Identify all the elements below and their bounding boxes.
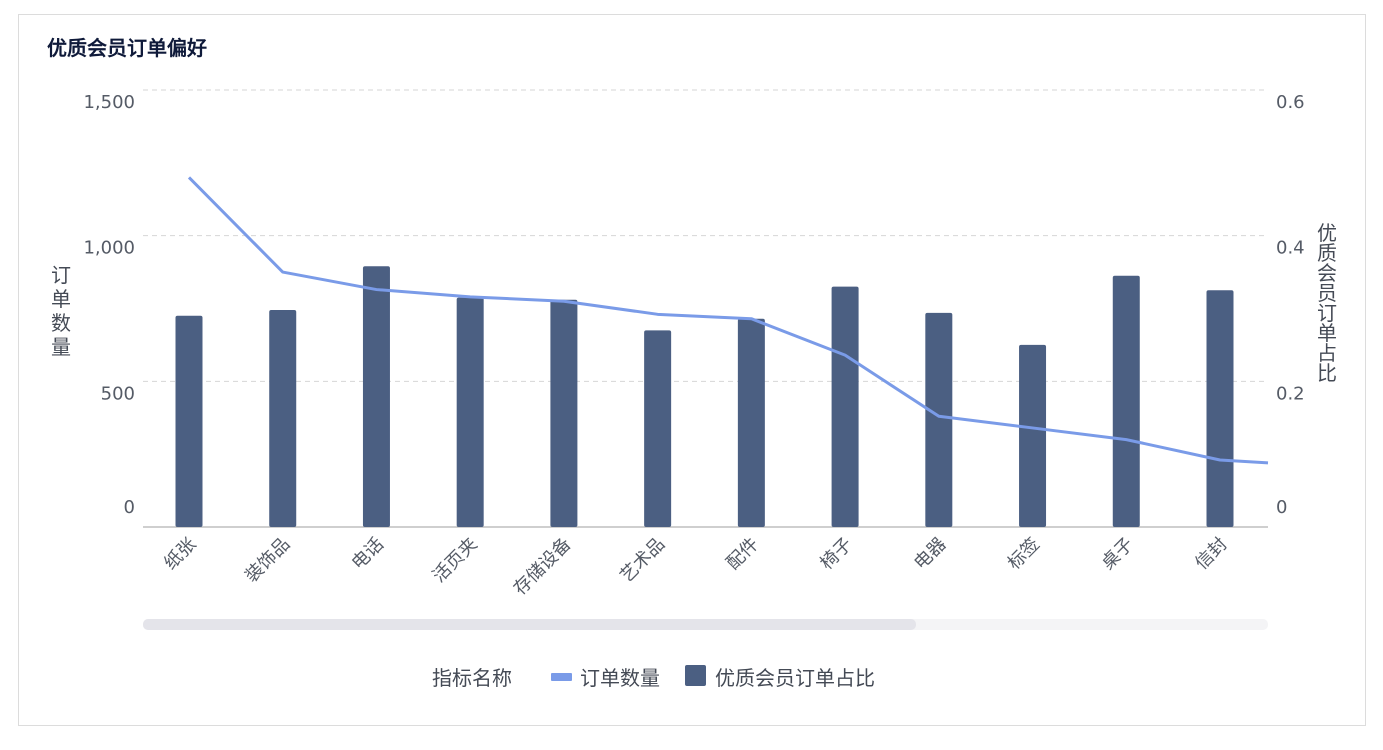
- bar: [269, 309, 297, 527]
- x-tick-label: 电器: [910, 534, 950, 574]
- y-right-axis-title-char: 订: [1317, 301, 1337, 325]
- y-right-axis-title-char: 会: [1317, 261, 1337, 285]
- y-right-tick-label: 0: [1276, 497, 1287, 518]
- bar: [1112, 275, 1140, 527]
- y-right-axis-title-char: 员: [1317, 281, 1337, 305]
- x-tick-label: 纸张: [160, 534, 200, 574]
- bar: [644, 330, 672, 527]
- x-tick-label: 存储设备: [510, 534, 576, 600]
- y-right-tick-label: 0.2: [1276, 383, 1305, 404]
- chart-title: 优质会员订单偏好: [47, 36, 207, 60]
- y-left-axis-title-char: 量: [51, 335, 71, 359]
- bar: [456, 297, 484, 527]
- y-right-axis-title-char: 单: [1317, 321, 1337, 345]
- legend-title: 指标名称: [432, 666, 512, 690]
- bar: [362, 266, 390, 527]
- y-left-tick-label: 0: [124, 497, 135, 518]
- legend-swatch-line: [551, 673, 572, 681]
- y-left-tick-label: 500: [101, 383, 135, 404]
- x-tick-label: 电话: [348, 534, 388, 574]
- x-tick-label: 活页夹: [429, 534, 482, 587]
- y-right-tick-label: 0.6: [1276, 92, 1305, 113]
- y-right-tick-label: 0.4: [1276, 238, 1305, 259]
- y-right-axis-title-char: 比: [1317, 361, 1337, 385]
- bar: [831, 286, 859, 527]
- bar: [1019, 344, 1047, 527]
- bar: [925, 312, 953, 527]
- bar: [737, 318, 765, 527]
- x-tick-label: 椅子: [816, 534, 856, 574]
- y-right-axis-title-char: 占: [1317, 341, 1337, 365]
- legend-swatch-bar: [685, 665, 706, 686]
- legend-label: 订单数量: [580, 666, 660, 690]
- bar: [1206, 290, 1234, 527]
- x-tick-label: 艺术品: [616, 534, 669, 587]
- chart-card: [18, 14, 1366, 726]
- x-tick-label: 配件: [723, 534, 763, 574]
- y-left-axis-title-char: 单: [51, 287, 71, 311]
- y-left-axis-title-char: 订: [51, 263, 71, 287]
- y-left-axis-title-char: 数: [51, 311, 71, 335]
- y-left-tick-label: 1,000: [83, 238, 135, 259]
- y-left-tick-label: 1,500: [83, 92, 135, 113]
- line-series: [187, 176, 1269, 465]
- bar: [175, 315, 203, 527]
- y-right-axis-title-char: 优: [1317, 221, 1337, 245]
- x-tick-label: 标签: [1004, 534, 1044, 574]
- legend-label: 优质会员订单占比: [715, 666, 875, 690]
- y-right-axis-title-char: 质: [1317, 241, 1337, 265]
- x-tick-label: 信封: [1191, 534, 1231, 574]
- x-tick-label: 桌子: [1098, 534, 1138, 574]
- scrollbar-thumb: [143, 619, 916, 630]
- bar: [550, 299, 578, 527]
- x-tick-label: 装饰品: [241, 534, 294, 587]
